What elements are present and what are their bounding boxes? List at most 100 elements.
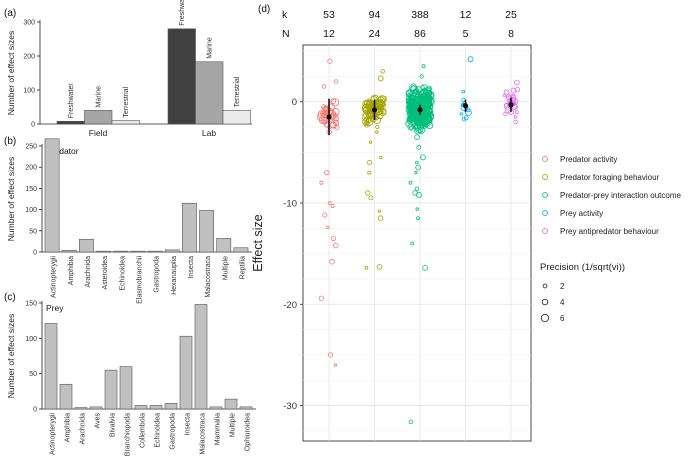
data-point (510, 87, 517, 94)
bar (195, 61, 224, 125)
y-tick-label: 200 (25, 165, 37, 172)
legend-label: Predator foraging behaviour (560, 173, 660, 182)
panel-label: (b) (4, 136, 16, 147)
bar (74, 407, 88, 410)
x-tick-label: Amphibia (65, 413, 72, 442)
data-point (428, 112, 434, 117)
bar (84, 110, 113, 125)
x-tick-label: Malacostraca (200, 413, 207, 455)
legend-swatch (542, 228, 548, 234)
data-point (408, 419, 413, 424)
x-tick-label: Malacostraca (205, 256, 212, 298)
data-point (502, 94, 507, 98)
data-point (415, 160, 419, 165)
bar (61, 250, 77, 253)
data-point (379, 155, 383, 160)
legend-label: Prey antipredator behaviour (560, 227, 659, 236)
data-point (420, 85, 425, 90)
y-tick-label: 150 (25, 186, 37, 193)
bar (59, 383, 73, 410)
size-legend-swatch (541, 298, 549, 306)
data-point (368, 195, 374, 201)
data-point (333, 363, 337, 367)
data-point (422, 93, 429, 99)
bar (199, 210, 214, 253)
data-point (373, 116, 381, 124)
data-point (422, 264, 428, 271)
data-point (322, 212, 328, 218)
y-tick-label: 100 (25, 336, 37, 343)
data-point (408, 180, 413, 185)
bar (111, 120, 140, 125)
data-point (421, 64, 426, 69)
x-tick-label: Aves (95, 413, 102, 429)
data-point (328, 352, 334, 358)
bar (167, 28, 196, 125)
bar (239, 406, 253, 410)
data-point (514, 79, 520, 86)
x-tick-label: Actinopterygii (50, 413, 57, 455)
legend-swatch (542, 174, 548, 180)
legend-label: Predator activity (560, 155, 617, 164)
n-value: 24 (369, 28, 381, 40)
y-tick-label: -30 (283, 401, 297, 412)
data-point (466, 107, 471, 113)
data-point (362, 100, 370, 108)
data-point (410, 92, 419, 101)
bar (149, 405, 163, 410)
x-tick-label: Gastropoda (154, 256, 161, 293)
data-point (377, 75, 384, 82)
legend-swatch (542, 156, 548, 162)
data-point (332, 115, 339, 122)
data-point (412, 95, 419, 102)
k-value: 12 (460, 9, 472, 21)
panel-label: (a) (4, 8, 16, 19)
bar (224, 398, 238, 410)
data-point (321, 84, 327, 89)
data-point (414, 171, 418, 175)
data-point (415, 164, 422, 171)
data-point (317, 110, 326, 119)
size-legend-label: 6 (560, 314, 565, 323)
data-point (416, 144, 422, 150)
y-tick-label: 300 (23, 20, 35, 27)
bar (119, 366, 133, 410)
x-tick-label: Ophiuroidea (245, 413, 252, 451)
k-value: 94 (369, 9, 381, 21)
data-point (415, 207, 419, 211)
bar (164, 249, 180, 253)
data-point (324, 170, 330, 176)
data-point (365, 190, 371, 196)
x-tick-label: Actinopterygii (51, 256, 58, 298)
y-tick-label: -10 (283, 198, 297, 209)
data-point (428, 95, 434, 101)
data-point (422, 99, 430, 106)
data-point (426, 103, 434, 111)
data-point (332, 113, 338, 119)
legend-label: Predator-prey interaction outcome (560, 191, 682, 200)
panel-subtitle: Predator (46, 146, 79, 156)
data-point (368, 140, 373, 144)
x-tick-label: Arachnida (80, 413, 87, 445)
data-point (503, 111, 508, 117)
y-tick-label: 100 (23, 88, 35, 95)
bar-label: Terrestrial (234, 76, 241, 107)
data-point (367, 170, 372, 175)
data-point (331, 98, 340, 107)
data-point (374, 100, 384, 109)
data-point (334, 124, 340, 130)
data-point (380, 69, 385, 74)
data-point (410, 114, 419, 123)
series-points (502, 79, 521, 125)
bar-label: Freshwater (68, 83, 75, 119)
x-tick-label: Reptilia (239, 256, 246, 279)
data-point (318, 295, 324, 301)
data-point (321, 104, 327, 110)
k-value: 388 (411, 9, 429, 21)
data-point (414, 134, 420, 140)
data-point (419, 74, 424, 79)
bar (194, 304, 208, 410)
data-point (327, 103, 336, 112)
n-value: 12 (323, 28, 335, 40)
x-tick-label: Insecta (185, 413, 192, 436)
